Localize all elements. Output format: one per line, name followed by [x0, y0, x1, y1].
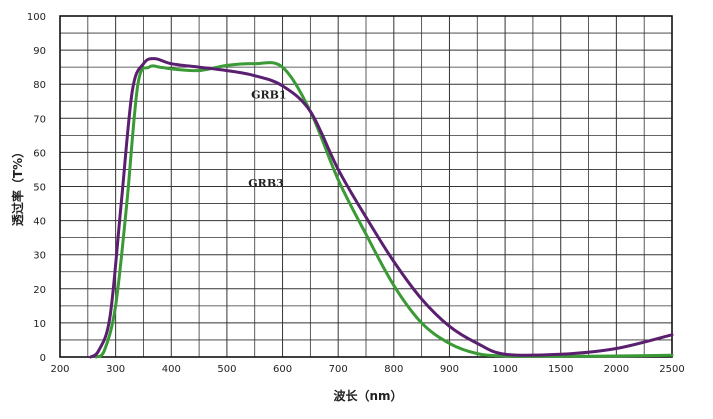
x-axis-title: 波长（nm） [333, 388, 402, 403]
x-tick-label: 2500 [659, 364, 684, 375]
y-tick-label: 40 [33, 217, 46, 228]
y-tick-label: 100 [27, 12, 46, 23]
x-tick-label: 500 [217, 364, 236, 375]
x-tick-label: 400 [162, 364, 181, 375]
y-tick-label: 0 [40, 353, 46, 364]
x-tick-label: 800 [384, 364, 403, 375]
x-tick-label: 200 [50, 364, 69, 375]
series-label-grb1: GRB1 [251, 88, 287, 101]
series-label-grb3: GRB3 [248, 177, 283, 190]
y-axis-title: 透过率（T%） [10, 146, 25, 226]
y-tick-label: 30 [33, 251, 46, 262]
x-tick-label: 600 [273, 364, 292, 375]
chart-axes: 200 300 400 500 600 700 800 900 1000 1500 2000 2500… [27, 12, 685, 375]
y-tick-label: 20 [33, 285, 46, 296]
series-line-grb3 [94, 61, 674, 359]
y-tick-label: 90 [33, 46, 46, 57]
chart-labels: GRB3 GRB1 [248, 88, 286, 190]
y-tick-label: 70 [33, 114, 46, 125]
y-tick-label: 60 [33, 148, 46, 159]
x-tick-label: 900 [440, 364, 459, 375]
chart-series [89, 57, 674, 359]
x-tick-label: 1500 [548, 364, 573, 375]
series-line-grb1 [89, 57, 674, 359]
plot-frame [59, 15, 673, 358]
y-tick-label: 10 [33, 319, 46, 330]
x-tick-label: 1000 [492, 364, 517, 375]
x-tick-label: 300 [106, 364, 125, 375]
y-tick-label: 50 [33, 183, 46, 194]
x-tick-label: 700 [329, 364, 348, 375]
y-tick-label: 80 [33, 80, 46, 91]
x-tick-label: 2000 [604, 364, 629, 375]
